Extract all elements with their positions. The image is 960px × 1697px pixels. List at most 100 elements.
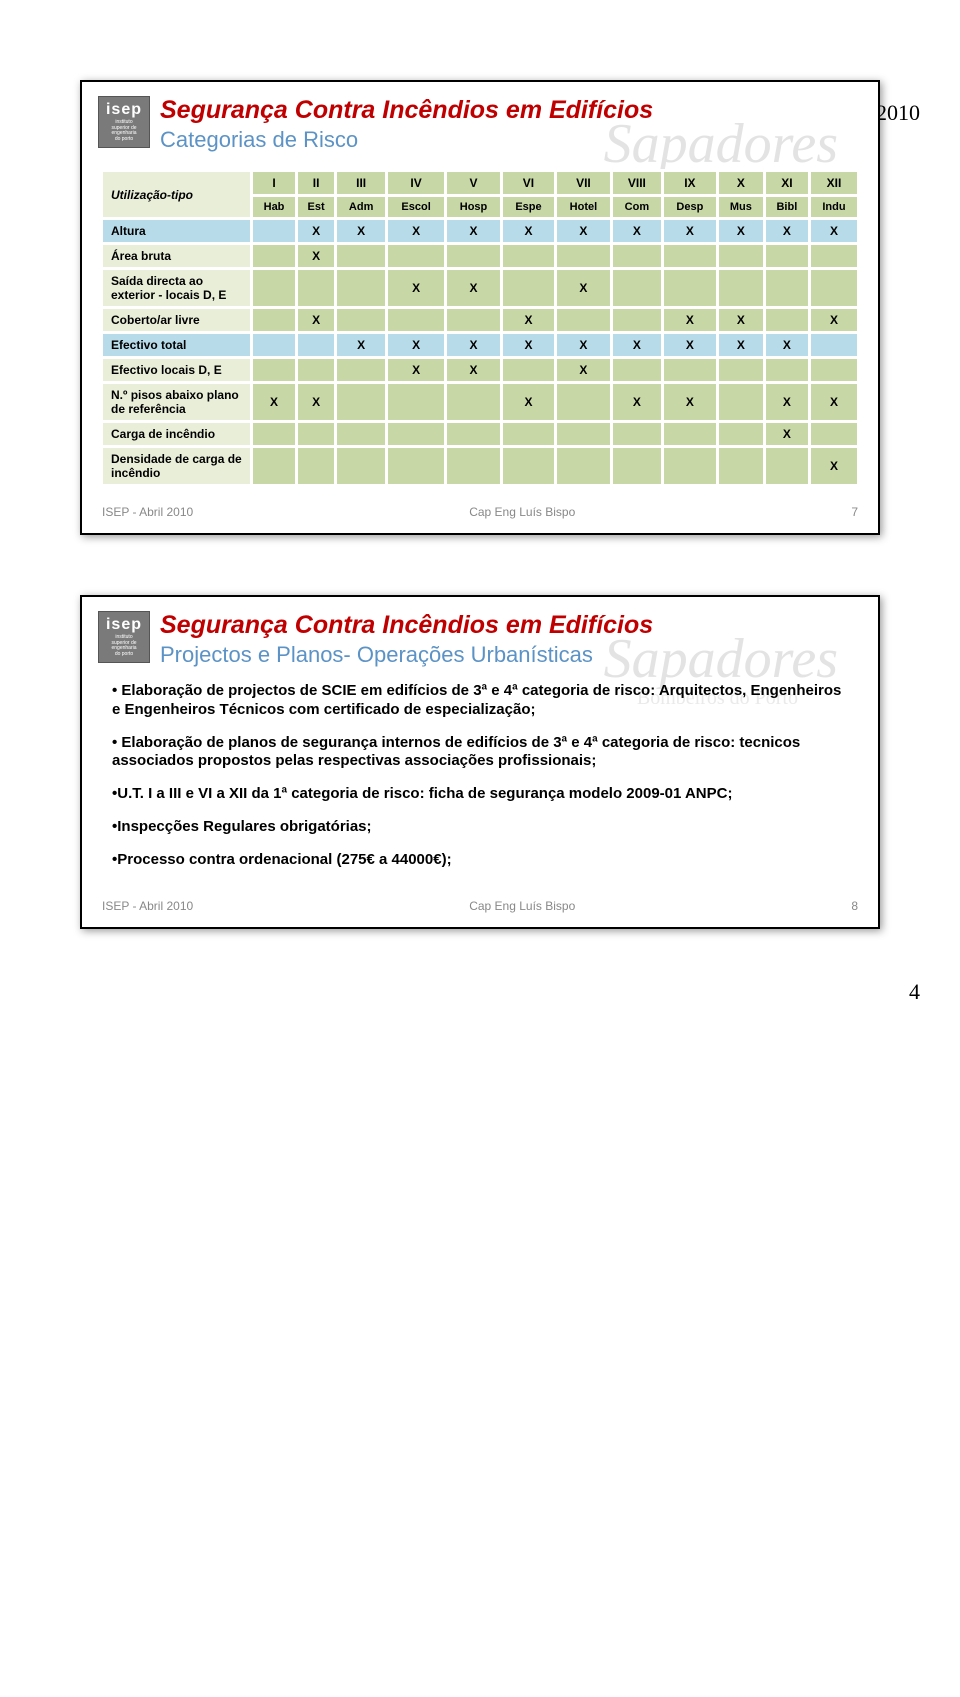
cell: [662, 244, 717, 269]
cell: [446, 383, 502, 422]
cell: X: [717, 219, 764, 244]
cell: [252, 447, 297, 486]
table-row: Densidade de carga de incêndioX: [102, 447, 859, 486]
risk-table-body: AlturaXXXXXXXXXXXÁrea brutaXSaída direct…: [102, 219, 859, 486]
cell: [336, 383, 387, 422]
row-label: Densidade de carga de incêndio: [102, 447, 252, 486]
cell: X: [297, 308, 336, 333]
col-abbr: Hotel: [555, 196, 611, 219]
logo-text: isep: [106, 617, 142, 633]
col-abbr: Desp: [662, 196, 717, 219]
cell: X: [336, 219, 387, 244]
header-row-roman: Utilização-tipo IIIIIIIVVVIVIIVIIIIXXXIX…: [102, 171, 859, 196]
cell: X: [336, 333, 387, 358]
cell: [387, 447, 446, 486]
footer-left: ISEP - Abril 2010: [102, 505, 193, 519]
cell: [764, 447, 809, 486]
cell: X: [611, 383, 662, 422]
slide-title: Segurança Contra Incêndios em Edifícios: [160, 611, 862, 640]
slide-footer: ISEP - Abril 2010 Cap Eng Luís Bispo 8: [82, 893, 878, 917]
slide-title: Segurança Contra Incêndios em Edifícios: [160, 96, 862, 125]
cell: X: [611, 333, 662, 358]
cell: [297, 333, 336, 358]
cell: X: [662, 219, 717, 244]
cell: [662, 422, 717, 447]
risk-category-table: Utilização-tipo IIIIIIIVVVIVIIVIIIIXXXIX…: [100, 169, 860, 487]
col-roman: XII: [809, 171, 858, 196]
cell: [611, 244, 662, 269]
cell: [252, 219, 297, 244]
row-label: Saída directa ao exterior - locais D, E: [102, 269, 252, 308]
cell: [717, 447, 764, 486]
cell: [662, 358, 717, 383]
cell: X: [764, 383, 809, 422]
cell: X: [387, 333, 446, 358]
slide-subtitle: Projectos e Planos- Operações Urbanístic…: [160, 642, 862, 668]
table-row: Efectivo locais D, EXXX: [102, 358, 859, 383]
cell: [387, 308, 446, 333]
footer-left: ISEP - Abril 2010: [102, 899, 193, 913]
slide-header: isep institutosuperior deengenhariado po…: [82, 82, 878, 161]
col-roman: IX: [662, 171, 717, 196]
col-roman: I: [252, 171, 297, 196]
slide-subtitle: Categorias de Risco: [160, 127, 862, 153]
cell: [611, 269, 662, 308]
bullet-1: • Elaboração de projectos de SCIE em edi…: [112, 682, 848, 720]
footer-page-number: 8: [851, 899, 858, 913]
cell: X: [387, 219, 446, 244]
col-roman: V: [446, 171, 502, 196]
cell: [501, 244, 555, 269]
table-row: Coberto/ar livreXXXXX: [102, 308, 859, 333]
cell: X: [809, 383, 858, 422]
footer-page-number: 7: [851, 505, 858, 519]
cell: [611, 447, 662, 486]
row-label: Efectivo locais D, E: [102, 358, 252, 383]
footer-center: Cap Eng Luís Bispo: [469, 899, 575, 913]
cell: [252, 333, 297, 358]
cell: X: [387, 269, 446, 308]
cell: X: [446, 333, 502, 358]
logo-subtext: institutosuperior deengenhariado porto: [111, 635, 136, 657]
table-row: Efectivo totalXXXXXXXXX: [102, 333, 859, 358]
slide-header: isep institutosuperior deengenhariado po…: [82, 597, 878, 676]
footer-center: Cap Eng Luís Bispo: [469, 505, 575, 519]
slide-8: Sapadores Bombeiros do Porto isep instit…: [80, 595, 880, 929]
cell: [501, 422, 555, 447]
cell: X: [387, 358, 446, 383]
cell: [501, 269, 555, 308]
cell: [717, 422, 764, 447]
cell: [336, 447, 387, 486]
slide-7: Sapadores Bombeiros do Porto isep instit…: [80, 80, 880, 535]
col-roman: III: [336, 171, 387, 196]
row-label: Altura: [102, 219, 252, 244]
cell: X: [809, 219, 858, 244]
col-abbr: Hab: [252, 196, 297, 219]
cell: X: [764, 219, 809, 244]
cell: X: [662, 308, 717, 333]
cell: X: [446, 269, 502, 308]
table-row: N.º pisos abaixo plano de referênciaXXXX…: [102, 383, 859, 422]
table-row: Saída directa ao exterior - locais D, E X…: [102, 269, 859, 308]
cell: [446, 244, 502, 269]
col-abbr: Adm: [336, 196, 387, 219]
col-roman: VIII: [611, 171, 662, 196]
col-roman: IV: [387, 171, 446, 196]
cell: [297, 358, 336, 383]
isep-logo: isep institutosuperior deengenhariado po…: [98, 96, 150, 148]
cell: X: [662, 383, 717, 422]
cell: [252, 358, 297, 383]
cell: [555, 308, 611, 333]
col-abbr: Hosp: [446, 196, 502, 219]
bullet-3: •U.T. I a III e VI a XII da 1ª categoria…: [112, 785, 848, 804]
cell: X: [555, 333, 611, 358]
col-abbr: Bibl: [764, 196, 809, 219]
cell: [555, 383, 611, 422]
cell: X: [501, 333, 555, 358]
cell: [809, 358, 858, 383]
cell: X: [252, 383, 297, 422]
cell: [336, 308, 387, 333]
cell: [446, 447, 502, 486]
cell: [387, 422, 446, 447]
cell: [252, 269, 297, 308]
cell: X: [555, 358, 611, 383]
